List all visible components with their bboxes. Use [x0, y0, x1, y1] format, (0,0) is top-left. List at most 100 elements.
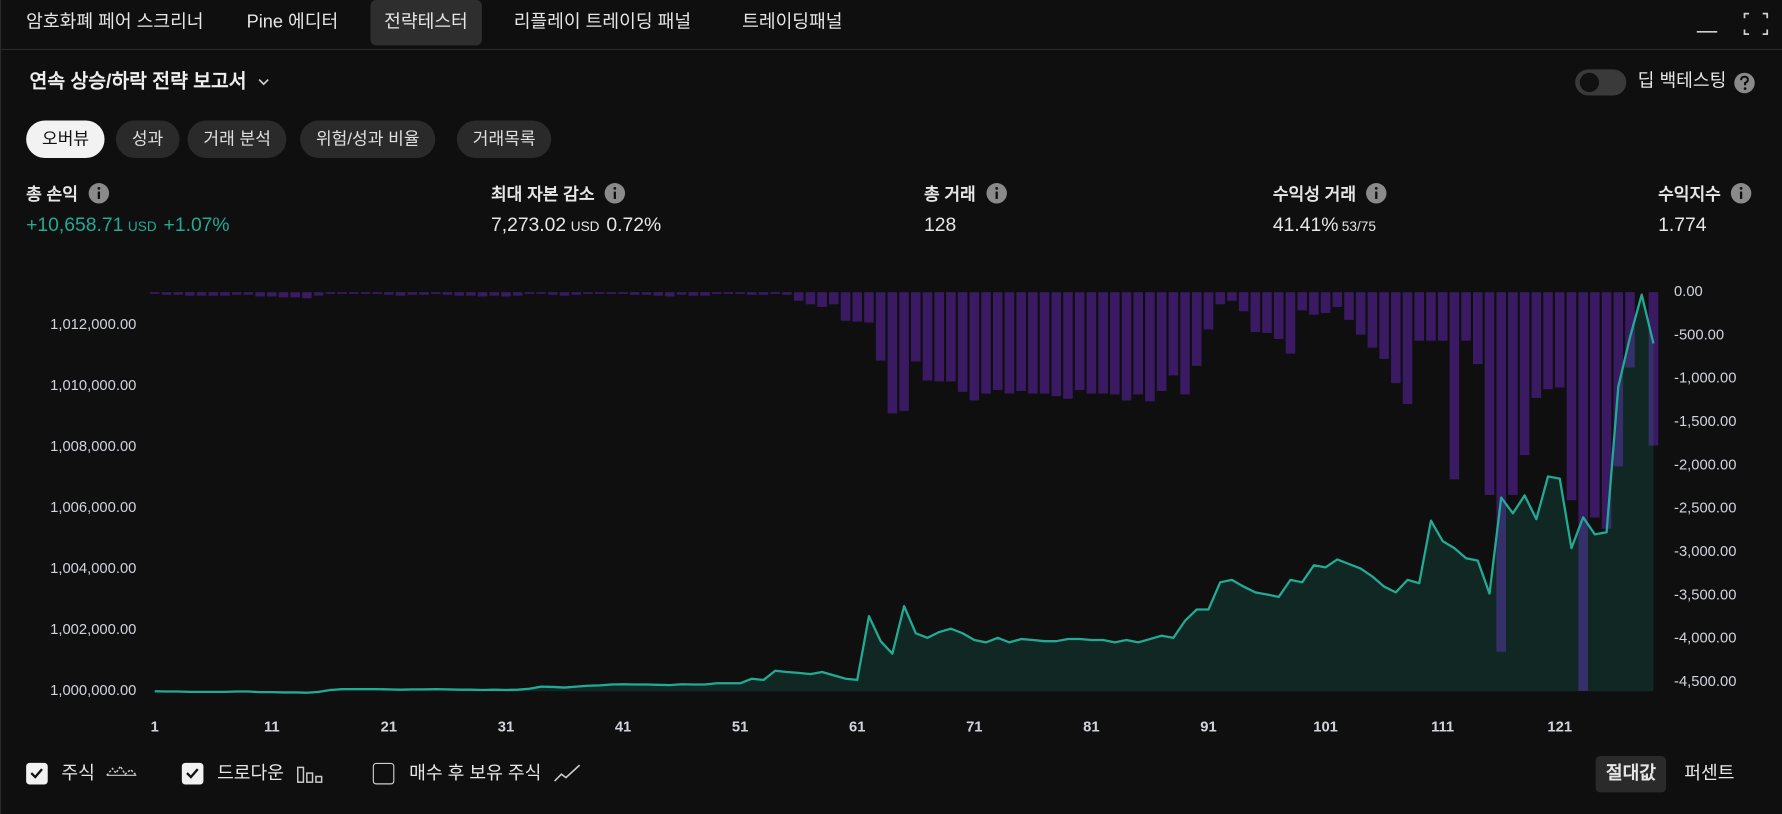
tab[interactable]: 트레이딩패널 [742, 12, 843, 32]
drawdown-bar [770, 292, 781, 294]
drawdown-bar [922, 292, 933, 381]
drawdown-bar [1402, 292, 1413, 404]
report-title[interactable]: 연속 상승/하락 전략 보고서 [29, 70, 247, 93]
metric-label-text: 총 거래 [923, 185, 976, 205]
drawdown-bar [337, 292, 347, 294]
drawdown-bar [325, 292, 336, 294]
equity-line [154, 293, 1655, 694]
sub-tab[interactable]: 거래 분석 [187, 120, 287, 159]
sub-tab[interactable]: 성과 [115, 120, 180, 159]
drawdown-bar [196, 292, 207, 296]
toggle-label[interactable]: 매수 후 보유 주식 [409, 762, 581, 787]
metric-value: 128 [923, 213, 957, 236]
info-icon[interactable] [1730, 182, 1753, 205]
scale-button[interactable]: 절대값 [1595, 756, 1667, 793]
drawdown-bar [1590, 292, 1600, 518]
info-icon[interactable] [1365, 182, 1388, 205]
drawdown-bar [829, 292, 839, 305]
sub-tab[interactable]: 위험/성과 비율 [300, 120, 436, 159]
drawdown-bar [489, 292, 500, 296]
y2-tick-label: -3,500.00 [1674, 587, 1736, 603]
drawdown-bar [1051, 292, 1062, 397]
drawdown-bar [969, 292, 980, 401]
info-icon[interactable] [604, 182, 627, 205]
drawdown-bar [1508, 292, 1518, 495]
drawdown-bar [419, 292, 429, 295]
drawdown-bar [758, 292, 769, 295]
help-icon[interactable] [1733, 72, 1756, 95]
metric-label-text: 수익지수 [1658, 185, 1721, 205]
drawdown-bar [1215, 292, 1225, 305]
drawdown-bar [1156, 292, 1167, 391]
metric-label-text: 수익성 거래 [1272, 185, 1357, 205]
drawdown-bar [185, 292, 195, 296]
drawdown-bar [1262, 292, 1272, 333]
sub-tab[interactable]: 오버뷰 [26, 120, 106, 159]
maximize-icon[interactable] [1743, 12, 1769, 35]
drawdown-bar [454, 292, 464, 296]
drawdown-bar [267, 292, 277, 297]
tab[interactable]: 암호화폐 페어 스크리너 [26, 12, 204, 32]
x-tick-label: 21 [381, 720, 397, 736]
metric-label-text: 총 손익 [26, 185, 78, 205]
x-tick-label: 41 [615, 720, 631, 736]
series-icon [296, 766, 323, 783]
drawdown-bar [442, 292, 453, 295]
toggle-label[interactable]: 드로다운 [217, 762, 323, 787]
drawdown-bar [231, 292, 242, 295]
metric-value: +10,658.71 USD +1.07% [26, 213, 229, 239]
drawdown-bar [559, 292, 570, 296]
deep-backtest-toggle[interactable] [1575, 69, 1627, 96]
tab[interactable]: 리플레이 트레이딩 패널 [513, 12, 692, 32]
toggle-label[interactable]: 주식 [61, 762, 138, 787]
drawdown-bar [1531, 292, 1542, 398]
drawdown-bar [220, 292, 230, 296]
drawdown-bar [793, 292, 804, 301]
drawdown-bar [1344, 292, 1354, 320]
metric-label: 수익성 거래 [1273, 182, 1388, 208]
drawdown-bar [1309, 292, 1319, 315]
toggle-knob[interactable] [1579, 72, 1600, 93]
drawdown-bar [1461, 292, 1471, 341]
drawdown-bar [1449, 292, 1460, 480]
tab[interactable]: Pine 에디터 [246, 12, 339, 32]
drawdown-bar [149, 292, 160, 294]
drawdown-bar [1121, 292, 1132, 401]
metric-change: 0.72% [606, 213, 662, 236]
drawdown-bar [1074, 292, 1085, 391]
checkbox[interactable] [181, 762, 204, 785]
drawdown-bar [571, 292, 582, 295]
info-icon[interactable] [87, 182, 110, 205]
drawdown-bar [665, 292, 675, 297]
metric-value: +10,658.71 [26, 213, 124, 236]
checkbox[interactable] [372, 762, 395, 785]
drawdown-bar [1473, 292, 1483, 365]
drawdown-bar [805, 292, 816, 305]
tab[interactable]: 전략테스터 [370, 0, 482, 46]
checkbox[interactable] [26, 762, 48, 785]
sub-tab[interactable]: 거래목록 [456, 120, 552, 159]
drawdown-bar [1028, 292, 1038, 394]
drawdown-bar [1613, 292, 1624, 467]
drawdown-bar [676, 292, 687, 295]
chevron[interactable] [256, 75, 272, 89]
drawdown-bar [864, 292, 874, 323]
drawdown-bar [1238, 292, 1249, 312]
drawdown-bar [946, 292, 956, 382]
drawdown-bar [1484, 292, 1495, 495]
drawdown-bar [524, 292, 535, 294]
check-mark[interactable] [183, 764, 201, 782]
drawdown-bar [875, 292, 886, 361]
y-tick-label: 1,000,000.00 [50, 683, 136, 699]
scale-button[interactable]: 퍼센트 [1684, 763, 1735, 784]
drawdown-bar [173, 292, 183, 295]
metric-label: 총 손익 [26, 182, 110, 208]
x-tick-label: 111 [1431, 720, 1454, 736]
window-controls[interactable] [1692, 9, 1772, 41]
drawdown-bar [735, 292, 745, 294]
y2-tick-label: -2,500.00 [1674, 501, 1736, 517]
y2-tick-label: -3,000.00 [1674, 544, 1736, 560]
drawdown-bar [349, 292, 359, 294]
check-mark[interactable] [27, 764, 45, 782]
info-icon[interactable] [985, 182, 1008, 205]
